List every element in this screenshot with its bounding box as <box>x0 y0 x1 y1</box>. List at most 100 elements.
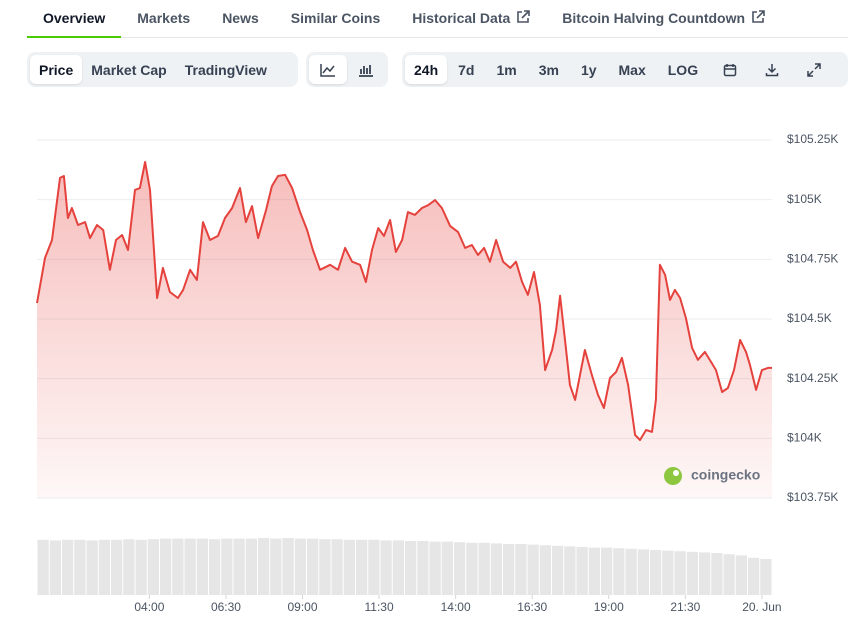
volume-bar <box>98 539 110 595</box>
y-tick-label: $104.25K <box>787 371 838 385</box>
view-group: Price Market Cap TradingView <box>27 52 298 87</box>
volume-bar <box>699 552 711 595</box>
volume-bar <box>527 544 539 595</box>
volume-bar <box>368 539 380 595</box>
volume-bar <box>564 546 576 595</box>
volume-bar <box>711 553 723 595</box>
tab[interactable]: Historical Data <box>396 0 546 37</box>
range-button[interactable]: Max <box>618 61 646 78</box>
volume-bar <box>429 541 441 595</box>
volume-bar <box>552 545 564 595</box>
volume-bar <box>576 547 588 595</box>
tab-label: News <box>222 10 259 26</box>
volume-bar <box>196 538 208 595</box>
range-group: 24h 7d 1m 3m 1y Max LOG <box>402 52 848 87</box>
calendar-button[interactable] <box>709 55 751 84</box>
tab-label: Similar Coins <box>290 10 381 26</box>
range-button[interactable]: 1y <box>580 61 597 78</box>
fullscreen-button[interactable] <box>793 55 835 84</box>
y-tick-label: $105K <box>787 192 822 206</box>
range-button[interactable]: LOG <box>667 61 699 78</box>
volume-bar <box>674 551 686 595</box>
expand-icon <box>807 62 821 77</box>
volume-bar <box>172 538 184 595</box>
x-tick-label: 04:00 <box>134 600 164 614</box>
volume-bar <box>490 543 502 595</box>
volume-bar <box>625 548 637 595</box>
volume-bar <box>270 538 282 595</box>
volume-bar <box>748 557 760 595</box>
volume-bar <box>282 538 294 595</box>
tab-label: Markets <box>137 10 191 26</box>
volume-bar <box>245 538 257 595</box>
volume-bar <box>417 541 429 595</box>
y-tick-label: $103.75K <box>787 490 838 504</box>
price-area <box>37 162 772 498</box>
volume-bar <box>37 539 49 595</box>
x-tick-label: 20. Jun <box>742 600 781 614</box>
watermark-logo <box>664 467 682 485</box>
plot <box>36 161 772 595</box>
price-line <box>36 161 772 441</box>
volume-bar <box>588 547 600 595</box>
volume-bar <box>539 545 551 595</box>
tab[interactable]: News <box>206 0 275 37</box>
calendar-icon <box>723 63 737 76</box>
tab[interactable]: Similar Coins <box>275 0 396 37</box>
view-button[interactable]: Market Cap <box>91 61 167 78</box>
volume-bar <box>760 559 772 595</box>
volume-bar <box>49 540 61 595</box>
view-button[interactable]: TradingView <box>184 61 267 78</box>
range-button[interactable]: 1m <box>496 61 517 78</box>
volume-bar <box>258 538 270 595</box>
tab-label: Historical Data <box>412 10 511 26</box>
x-tick-label: 06:30 <box>211 600 241 614</box>
volume-bar <box>160 538 172 595</box>
tab[interactable]: Overview <box>27 0 122 38</box>
volume-bar <box>135 539 147 595</box>
x-tick-label: 16:30 <box>517 600 547 614</box>
view-button[interactable]: Price <box>30 55 83 84</box>
watermark-logo-eye <box>673 470 679 476</box>
tab-label: Bitcoin Halving Countdown <box>562 10 746 26</box>
candle-chart-button[interactable] <box>347 55 385 84</box>
y-tick-label: $104.5K <box>787 311 832 325</box>
volume-bar <box>515 544 527 595</box>
range-button[interactable]: 3m <box>538 61 559 78</box>
candle-icon <box>359 64 373 77</box>
line-chart-button[interactable] <box>309 55 347 84</box>
volume-bar <box>686 551 698 595</box>
volume-bar <box>601 547 613 595</box>
tab-label: Overview <box>43 10 106 26</box>
download-button[interactable] <box>751 55 793 84</box>
volume-bar <box>147 539 159 595</box>
volume-bar <box>650 550 662 595</box>
volume-bar <box>405 541 417 595</box>
volume-bar <box>307 538 319 595</box>
external-icon <box>517 10 531 23</box>
volume-bar <box>184 538 196 595</box>
range-button[interactable]: 24h <box>405 55 448 84</box>
volume-bar <box>331 539 343 595</box>
volume-bar <box>454 542 466 595</box>
tab[interactable]: Markets <box>121 0 206 37</box>
x-tick-label: 11:30 <box>365 600 394 614</box>
volume-bar <box>662 550 674 595</box>
range-button[interactable]: 7d <box>458 61 475 78</box>
volume-bar <box>111 539 123 595</box>
volume-bar <box>613 548 625 595</box>
volume-bar <box>123 539 135 595</box>
grid: $103.75K $104K $104.25K $104.5K $104.75K $105… <box>37 132 838 614</box>
x-tick-label: 21:30 <box>670 600 700 614</box>
volume-bar <box>233 538 245 595</box>
tab[interactable]: Bitcoin Halving Countdown <box>546 0 781 37</box>
volume-bar <box>221 538 233 595</box>
line-icon <box>320 63 335 77</box>
download-icon <box>765 63 779 76</box>
x-tick-label: 09:00 <box>288 600 318 614</box>
x-tick-label: 14:00 <box>441 600 471 614</box>
chart-style-group <box>306 52 388 87</box>
volume-bar <box>723 554 735 595</box>
